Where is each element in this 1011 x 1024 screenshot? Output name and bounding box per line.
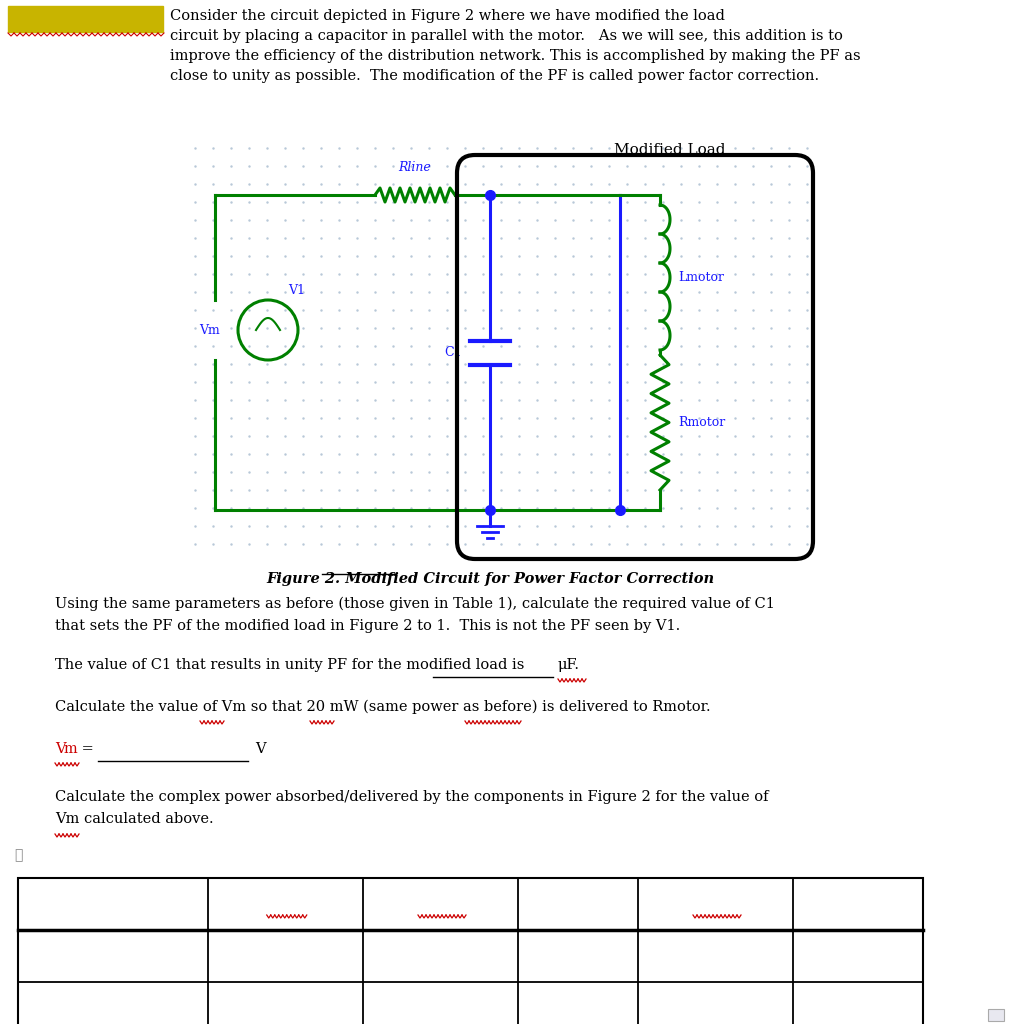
Text: V: V: [55, 742, 66, 756]
Text: V: V: [255, 742, 265, 756]
Text: Calculate the value of Vm so that 20 mW (same power as before) is delivered to R: Calculate the value of Vm so that 20 mW …: [55, 700, 710, 715]
Text: m: m: [64, 742, 78, 756]
Text: μF.: μF.: [557, 658, 579, 672]
Text: Calculate the complex power absorbed/delivered by the components in Figure 2 for: Calculate the complex power absorbed/del…: [55, 790, 767, 804]
Text: S: S: [26, 947, 38, 965]
Text: =: =: [77, 742, 94, 756]
Text: Using the same parameters as before (those given in Table 1), calculate the requ: Using the same parameters as before (tho…: [55, 597, 774, 611]
Text: Rline: Rline: [264, 897, 307, 911]
Text: The value of C1 that results in unity PF for the modified load is: The value of C1 that results in unity PF…: [55, 658, 524, 672]
Bar: [8, 6, 163, 32]
Text: Vm: Vm: [199, 324, 219, 337]
Text: V1: V1: [846, 897, 868, 911]
Text: Rline: Rline: [398, 161, 431, 174]
Text: ⤢: ⤢: [14, 848, 22, 862]
Text: Consider the circuit depicted in Figure 2 where we have modified the load
circui: Consider the circuit depicted in Figure …: [170, 9, 859, 83]
Text: C1: C1: [444, 346, 462, 359]
Text: (phasor): (phasor): [40, 1009, 84, 1018]
Text: V1: V1: [288, 284, 304, 297]
Text: Rmotor: Rmotor: [684, 897, 745, 911]
Text: Vm calculated above.: Vm calculated above.: [55, 812, 213, 826]
Text: Lmotor: Lmotor: [677, 271, 723, 284]
Text: C1: C1: [566, 897, 588, 911]
Text: Figure 2. Modified Circuit for Power Factor Correction: Figure 2. Modified Circuit for Power Fac…: [266, 572, 714, 586]
Text: Modified Load: Modified Load: [614, 143, 725, 157]
Text: Element: Element: [26, 897, 94, 911]
Bar: [987, 1009, 1003, 1021]
Text: (VA): (VA): [127, 949, 170, 963]
Text: Rmotor: Rmotor: [677, 416, 725, 429]
Text: Lmotor: Lmotor: [410, 897, 470, 911]
Text: S: S: [26, 999, 38, 1017]
Text: that sets the PF of the modified load in Figure 2 to 1.  This is not the PF seen: that sets the PF of the modified load in…: [55, 618, 679, 633]
Text: (VA): (VA): [100, 1001, 136, 1015]
Text: (rectangular): (rectangular): [40, 956, 110, 966]
Bar: [18, 878, 922, 1024]
